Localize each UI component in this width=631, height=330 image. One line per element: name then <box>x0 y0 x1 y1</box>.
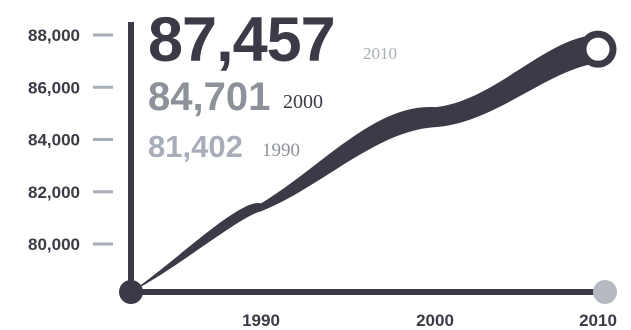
y-tick-label: 80,000 <box>28 235 80 254</box>
year-label-2000: 2000 <box>283 91 323 113</box>
x-tick-label-1990: 1990 <box>242 311 280 330</box>
year-label-1990: 1990 <box>262 140 300 161</box>
value-label-2000: 84,701 <box>148 75 270 119</box>
value-label-1990: 81,402 <box>148 129 243 164</box>
year-label-2010: 2010 <box>363 44 397 63</box>
origin-dot <box>119 280 143 304</box>
y-tick-label: 82,000 <box>28 183 80 202</box>
y-tick-label: 86,000 <box>28 78 80 97</box>
peak-marker <box>579 30 617 68</box>
x-tick-label-2000: 2000 <box>416 311 454 330</box>
x-axis-end-dot <box>593 280 617 304</box>
y-tick-label: 84,000 <box>28 131 80 150</box>
y-ticks: 80,000 82,000 84,000 86,000 88,000 <box>28 26 113 254</box>
x-tick-label-2010: 2010 <box>579 311 617 330</box>
value-label-2010: 87,457 <box>148 5 335 75</box>
y-tick-label: 88,000 <box>28 26 80 45</box>
population-curve <box>131 35 598 292</box>
